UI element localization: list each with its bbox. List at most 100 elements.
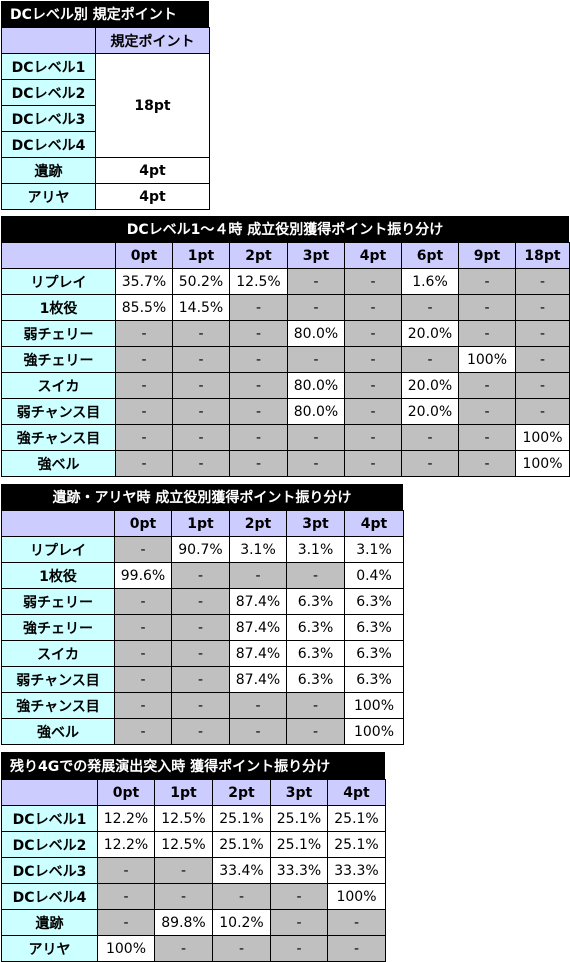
column-header: 0pt xyxy=(97,779,155,806)
value-cell: 80.0% xyxy=(287,372,345,399)
value-cell: 89.8% xyxy=(154,909,213,936)
value-cell: - xyxy=(114,692,172,719)
table-row: 1枚役 85.5% 14.5% - - - - - - xyxy=(1,294,570,321)
value-cell: - xyxy=(154,883,213,910)
value-cell: - xyxy=(401,294,459,321)
column-header: 3pt xyxy=(287,242,345,269)
value-cell: - xyxy=(458,398,516,425)
table-row: 弱チェリー - - -80.0% -20.0% - - xyxy=(1,320,570,347)
value-cell: - xyxy=(115,450,173,477)
value-cell: - xyxy=(114,666,172,693)
value-cell: - xyxy=(172,450,230,477)
value-cell: 33.3% xyxy=(270,857,328,884)
corner-cell xyxy=(1,779,98,806)
value-cell: 33.4% xyxy=(212,857,271,884)
value-cell: 6.3% xyxy=(344,666,404,693)
value-cell: - xyxy=(114,588,172,615)
row-label: 強チャンス目 xyxy=(1,692,115,719)
value-cell: 6.3% xyxy=(344,640,404,667)
value-cell: 20.0% xyxy=(401,398,459,425)
value-cell: - xyxy=(115,424,173,451)
table-row: 弱チェリー - -87.4% 6.3% 6.3% xyxy=(1,588,404,615)
value-cell: 25.1% xyxy=(327,831,386,858)
row-label: DCレベル3 xyxy=(1,857,98,884)
value-cell: 100% xyxy=(515,424,570,451)
table-remaining-4g-point-distribution: 残り4Gでの発展演出突入時 獲得ポイント振り分け 0pt 1pt 2pt 3pt 4pt… xyxy=(1,752,386,962)
value-cell: - xyxy=(154,857,213,884)
value-cell: - xyxy=(344,268,402,295)
table-row: アリヤ 100% - - - - xyxy=(1,935,386,962)
value-cell: - xyxy=(97,883,155,910)
value-cell: 50.2% xyxy=(172,268,230,295)
row-label: 強ベル xyxy=(1,718,115,745)
column-header: 2pt xyxy=(229,510,287,537)
value-cell: 12.2% xyxy=(97,805,155,832)
value-cell: 25.1% xyxy=(327,805,386,832)
value-cell: - xyxy=(115,346,173,373)
value-cell: 25.1% xyxy=(270,805,328,832)
value-cell: - xyxy=(458,424,516,451)
row-label: DCレベル1 xyxy=(1,53,96,80)
table-row: 弱チャンス目 - - -80.0% -20.0% - - xyxy=(1,398,570,425)
table-row: DCレベル3- -33.4% 33.3% 33.3% xyxy=(1,857,386,884)
column-header: 4pt xyxy=(327,779,386,806)
value-cell: 85.5% xyxy=(115,294,173,321)
table-row: 弱チャンス目 - -87.4% 6.3% 6.3% xyxy=(1,666,404,693)
value-cell: 6.3% xyxy=(286,614,345,641)
value-cell: 87.4% xyxy=(229,588,287,615)
value-cell: - xyxy=(212,935,271,962)
value-cell: - xyxy=(401,424,459,451)
table-row: 強ベル - - - -100% xyxy=(1,718,404,745)
row-label: DCレベル2 xyxy=(1,831,98,858)
value-cell: - xyxy=(172,372,230,399)
column-header: 2pt xyxy=(212,779,271,806)
value-cell: - xyxy=(515,398,570,425)
row-label: 1枚役 xyxy=(1,294,116,321)
value-cell: 25.1% xyxy=(212,831,271,858)
value-cell: 10.2% xyxy=(212,909,271,936)
value-cell: - xyxy=(229,346,288,373)
column-header: 1pt xyxy=(154,779,213,806)
value-cell: - xyxy=(327,935,386,962)
row-label: 遺跡 xyxy=(1,157,96,184)
table-title: 遺跡・アリヤ時 成立役別獲得ポイント振り分け xyxy=(1,484,403,510)
value-cell: 100% xyxy=(344,692,404,719)
row-label: 強チェリー xyxy=(1,346,116,373)
value-cell: 20.0% xyxy=(401,320,459,347)
value-cell: - xyxy=(229,718,287,745)
table-row: 1枚役 99.6% - - -0.4% xyxy=(1,562,404,589)
table-title: DCレベル別 規定ポイント xyxy=(1,1,209,27)
value-cell: 100% xyxy=(327,883,386,910)
value-cell: - xyxy=(171,614,230,641)
value-cell: - xyxy=(229,398,288,425)
value-cell: - xyxy=(344,424,402,451)
column-header: 3pt xyxy=(286,510,345,537)
row-label: スイカ xyxy=(1,640,115,667)
row-label: 1枚役 xyxy=(1,562,115,589)
value-cell: 6.3% xyxy=(344,614,404,641)
row-label: 弱チャンス目 xyxy=(1,666,115,693)
value-cell: 20.0% xyxy=(401,372,459,399)
row-label: DCレベル2 xyxy=(1,79,96,106)
value-cell: 12.5% xyxy=(154,831,213,858)
table-row: DCレベル2 12.2% 12.5% 25.1% 25.1% 25.1% xyxy=(1,831,386,858)
row-label: スイカ xyxy=(1,372,116,399)
value-cell: - xyxy=(344,320,402,347)
merged-value-cell: 18pt xyxy=(95,53,210,158)
table-row: 強チャンス目 - - - - - - -100% xyxy=(1,424,570,451)
value-cell: - xyxy=(171,718,230,745)
table-title: 残り4Gでの発展演出突入時 獲得ポイント振り分け xyxy=(1,752,385,779)
value-cell: 4pt xyxy=(95,183,210,210)
value-cell: 25.1% xyxy=(212,805,271,832)
corner-cell xyxy=(1,510,115,537)
value-cell: - xyxy=(115,320,173,347)
value-cell: 99.6% xyxy=(114,562,172,589)
value-cell: 100% xyxy=(97,935,155,962)
value-cell: 12.2% xyxy=(97,831,155,858)
row-label: 強チャンス目 xyxy=(1,424,116,451)
value-cell: - xyxy=(287,450,345,477)
value-cell: - xyxy=(229,424,288,451)
column-header: 1pt xyxy=(171,510,230,537)
row-label: DCレベル4 xyxy=(1,131,96,158)
value-cell: - xyxy=(229,294,288,321)
